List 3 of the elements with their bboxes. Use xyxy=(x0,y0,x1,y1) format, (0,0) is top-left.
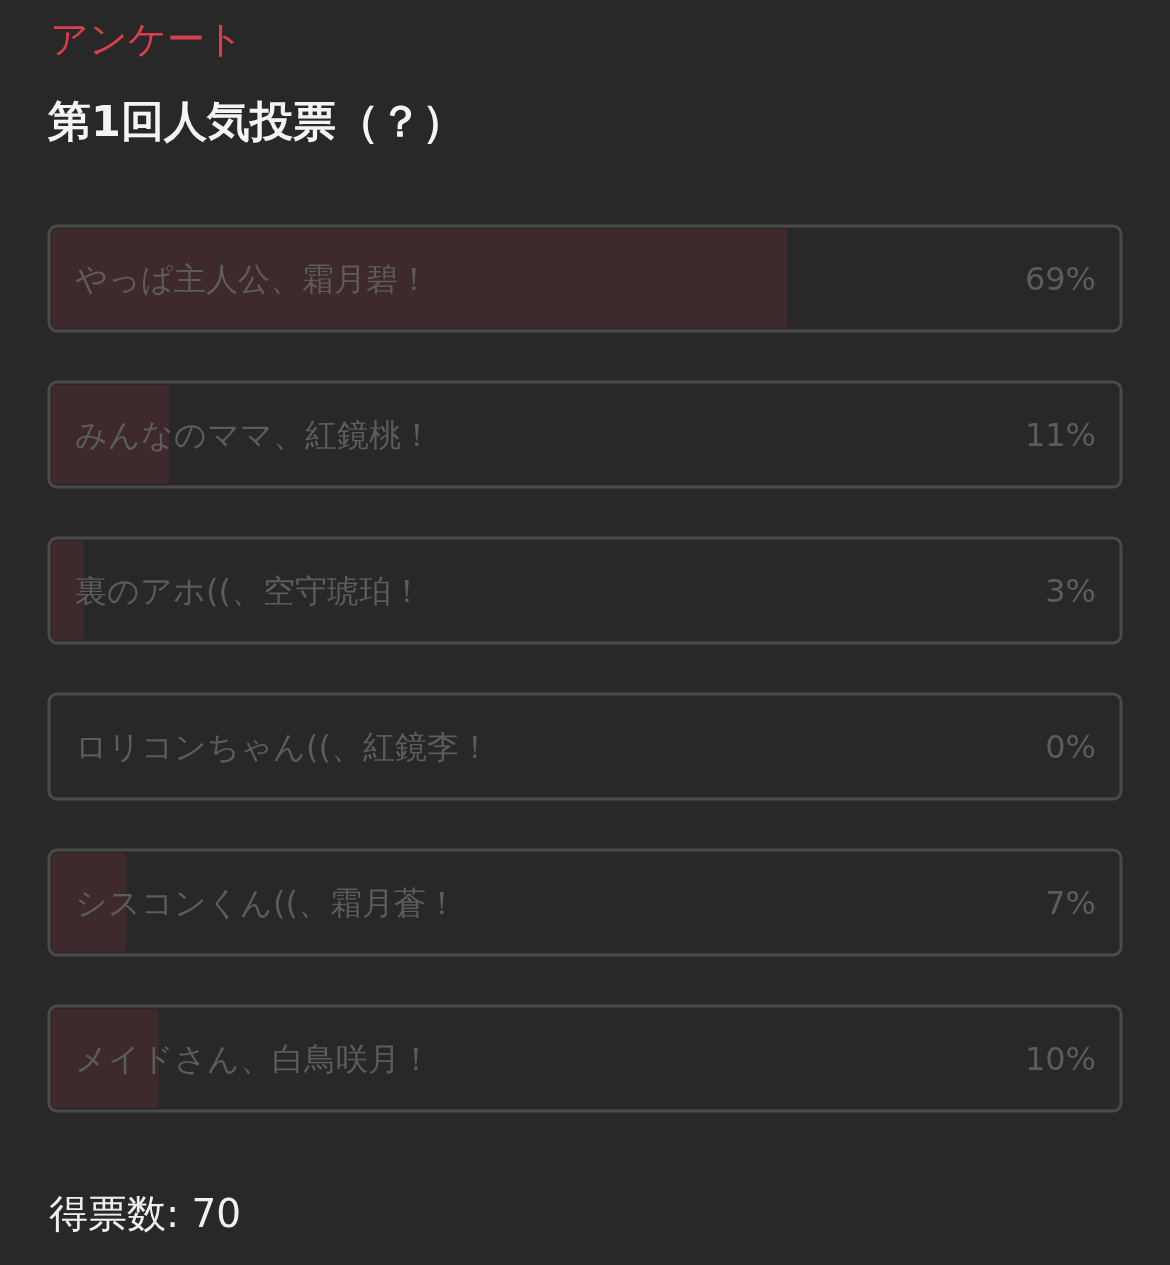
chart-subtitle: アンケート xyxy=(50,17,244,61)
text: 得票数: 70 xyxy=(49,1190,242,1236)
chart-title: 第1回人気投票（？） xyxy=(47,96,465,146)
